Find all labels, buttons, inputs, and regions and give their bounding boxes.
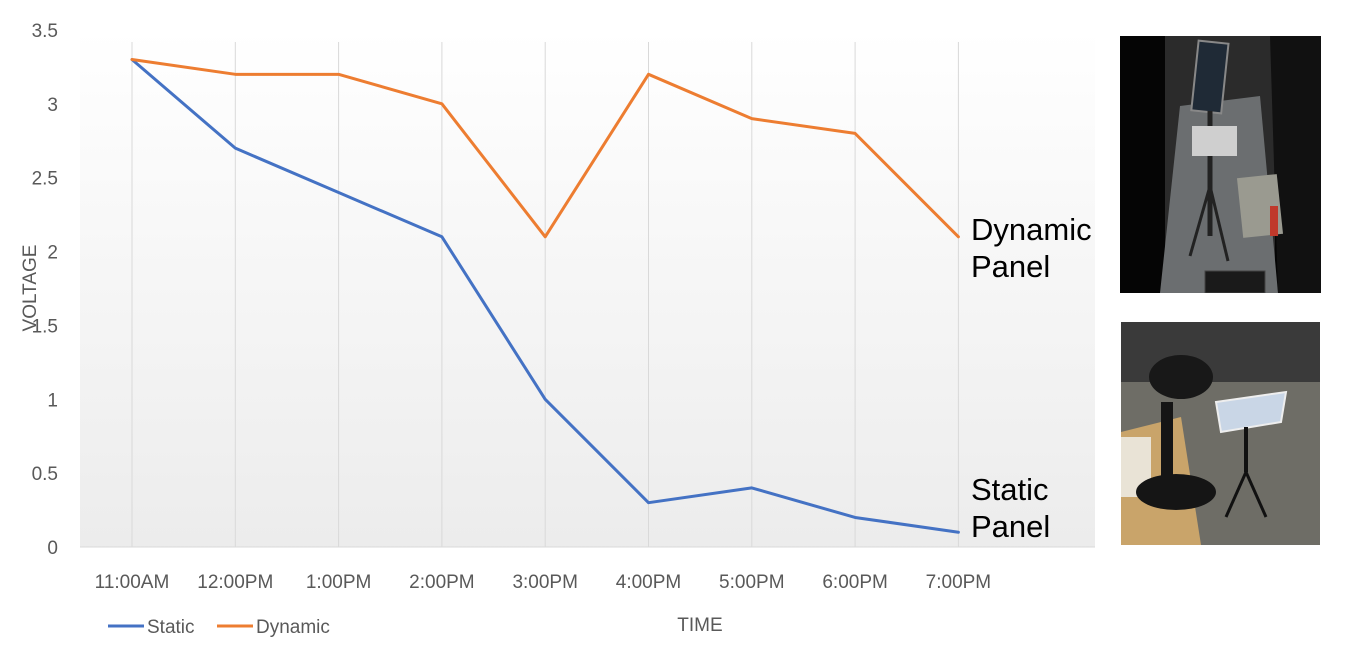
legend: Static Dynamic (108, 617, 330, 638)
x-tick-label: 5:00PM (719, 572, 784, 593)
x-tick-label: 11:00AM (95, 572, 170, 593)
x-tick-label: 6:00PM (822, 572, 887, 593)
y-tick-label: 1 (47, 390, 58, 411)
x-axis-title: TIME (677, 615, 722, 636)
y-axis-title: VOLTAGE (20, 245, 41, 332)
series-line-dynamic (130, 58, 960, 239)
annotation-dynamic-panel: Dynamic Panel (971, 212, 1092, 284)
x-tick-label: 3:00PM (512, 572, 577, 593)
annotation-static-line1: Static (971, 472, 1049, 507)
y-tick-label: 1.5 (32, 316, 58, 337)
annotation-dynamic-line2: Panel (971, 249, 1050, 284)
plot-area (80, 30, 1095, 547)
y-tick-label: 2 (47, 243, 58, 264)
x-tick-label: 4:00PM (616, 572, 681, 593)
y-tick-label: 2.5 (32, 169, 58, 190)
legend-label-static: Static (147, 617, 195, 638)
dynamic-panel-photo (1120, 36, 1321, 293)
annotation-static-line2: Panel (971, 509, 1050, 544)
annotation-dynamic-line1: Dynamic (971, 212, 1092, 247)
y-tick-label: 3 (47, 95, 58, 116)
y-tick-label: 0 (47, 538, 58, 559)
x-tick-label: 2:00PM (409, 572, 474, 593)
y-tick-label: 0.5 (32, 464, 58, 485)
series-line-static (130, 58, 960, 534)
legend-label-dynamic: Dynamic (256, 617, 330, 638)
x-tick-label: 12:00PM (197, 572, 273, 593)
y-tick-label: 3.5 (32, 21, 58, 42)
series-lines (130, 58, 960, 534)
static-panel-photo (1121, 322, 1320, 545)
y-axis-ticks: 0 0.5 1 1.5 2 2.5 3 3.5 (32, 21, 58, 559)
x-tick-label: 1:00PM (306, 572, 371, 593)
x-tick-label: 7:00PM (926, 572, 991, 593)
annotation-static-panel: Static Panel (971, 472, 1050, 544)
x-axis-ticks: 11:00AM 12:00PM 1:00PM 2:00PM 3:00PM 4:00PM 5:… (95, 572, 991, 593)
grid-lines (80, 42, 1095, 548)
